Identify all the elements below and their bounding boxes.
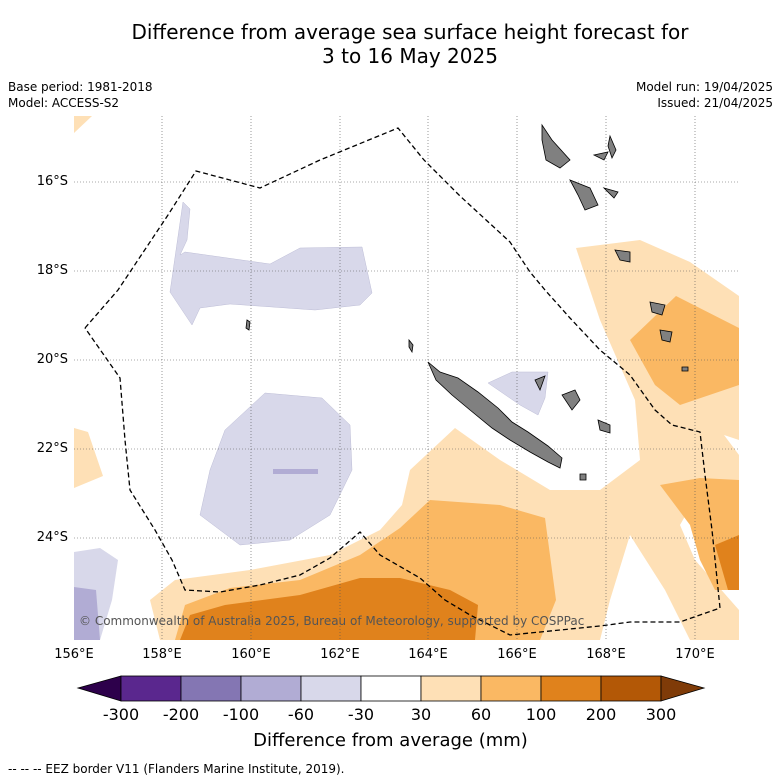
colorbar-tick-neg200: -200 [162,705,200,724]
colorbar-tick-neg300: -300 [102,705,140,724]
chesterfield-islands [245,319,251,331]
title-line-2: 3 to 16 May 2025 [322,44,498,68]
issued-date: Issued: 21/04/2025 [657,96,773,110]
negative-patch-east [487,371,549,416]
lon-label-166e: 166°E [497,647,537,662]
colorbar-bin-30-60 [420,675,482,702]
colorbar-tick-200: 200 [585,705,617,724]
vanuatu-north [607,134,617,160]
colorbar-tick-neg60: -60 [287,705,315,724]
colorbar-bin-neg200-neg100 [180,675,242,702]
vanuatu-central-2 [592,151,609,161]
negative-sliver [273,469,318,474]
land-masses [245,123,689,481]
colorbar-max-extension [660,675,706,702]
colorbar-bin-200-300 [600,675,662,702]
model-name: Model: ACCESS-S2 [8,96,120,110]
colorbar-bin-neg300-neg200 [120,675,182,702]
base-period: Base period: 1981-2018 [8,80,153,94]
positive-patch-south-core [180,578,478,640]
colorbar-tick-60: 60 [470,705,492,724]
eez-border [84,127,721,636]
lon-label-162e: 162°E [320,647,360,662]
reef-islet [408,338,414,354]
colorbar-bin-neg60-neg30 [300,675,362,702]
positive-patch-east-band [150,240,739,640]
loyalty-islands-1 [561,389,581,411]
model-run: Model run: 19/04/2025 [635,80,773,94]
colorbar-bin-neg30-30 [360,675,422,702]
positive-patch-northwest [74,116,92,133]
colorbar-bin-100-200 [540,675,602,702]
lat-label-22s: 22°S [36,441,68,456]
loyalty-islands-3 [534,375,546,392]
lon-label-160e: 160°E [231,647,271,662]
colorbar [76,675,706,702]
loyalty-islands-2 [597,419,611,434]
positive-patch-southeast-core [715,535,739,590]
lon-label-158e: 158°E [142,647,182,662]
negative-patch-north [169,201,373,326]
fiji-small-island-2 [659,329,673,343]
vanuatu-central-1 [569,179,599,211]
fiji-small-island-3 [681,366,689,372]
positive-patch-southeast [660,478,739,590]
lat-label-18s: 18°S [36,263,68,278]
positive-patch-west [74,428,103,488]
colorbar-tick-neg100: -100 [222,705,260,724]
eez-footnote: -- -- -- EEZ border V11 (Flanders Marine… [8,762,345,776]
lon-label-168e: 168°E [586,647,626,662]
colorbar-bin-60-100 [480,675,542,702]
copyright-note: © Commonwealth of Australia 2025, Bureau… [79,614,585,628]
lon-label-170e: 170°E [675,647,715,662]
colorbar-min-extension [76,675,122,702]
title-line-1: Difference from average sea surface heig… [131,20,689,44]
lat-label-16s: 16°S [36,174,68,189]
colorbar-bin-neg100-neg60 [240,675,302,702]
colorbar-title: Difference from average (mm) [253,730,528,751]
positive-patch-east-core [630,296,739,405]
vanuatu-central-3 [602,187,619,199]
colorbar-tick-300: 300 [645,705,677,724]
matthew-hunter-island [579,473,587,481]
fiji-small-island-1 [649,301,666,316]
vanuatu-south [614,249,631,263]
lat-label-20s: 20°S [36,352,68,367]
colorbar-tick-30: 30 [410,705,432,724]
anomaly-field [74,116,739,640]
grid-lines [74,116,739,640]
lon-label-164e: 164°E [408,647,448,662]
colorbar-tick-neg30: -30 [347,705,375,724]
negative-patch-southwest-deep [74,587,100,640]
lat-label-24s: 24°S [36,530,68,545]
new-caledonia [427,361,563,469]
lon-label-156e: 156°E [54,647,94,662]
colorbar-tick-100: 100 [525,705,557,724]
vanuatu-espiritu-santo [541,123,571,169]
